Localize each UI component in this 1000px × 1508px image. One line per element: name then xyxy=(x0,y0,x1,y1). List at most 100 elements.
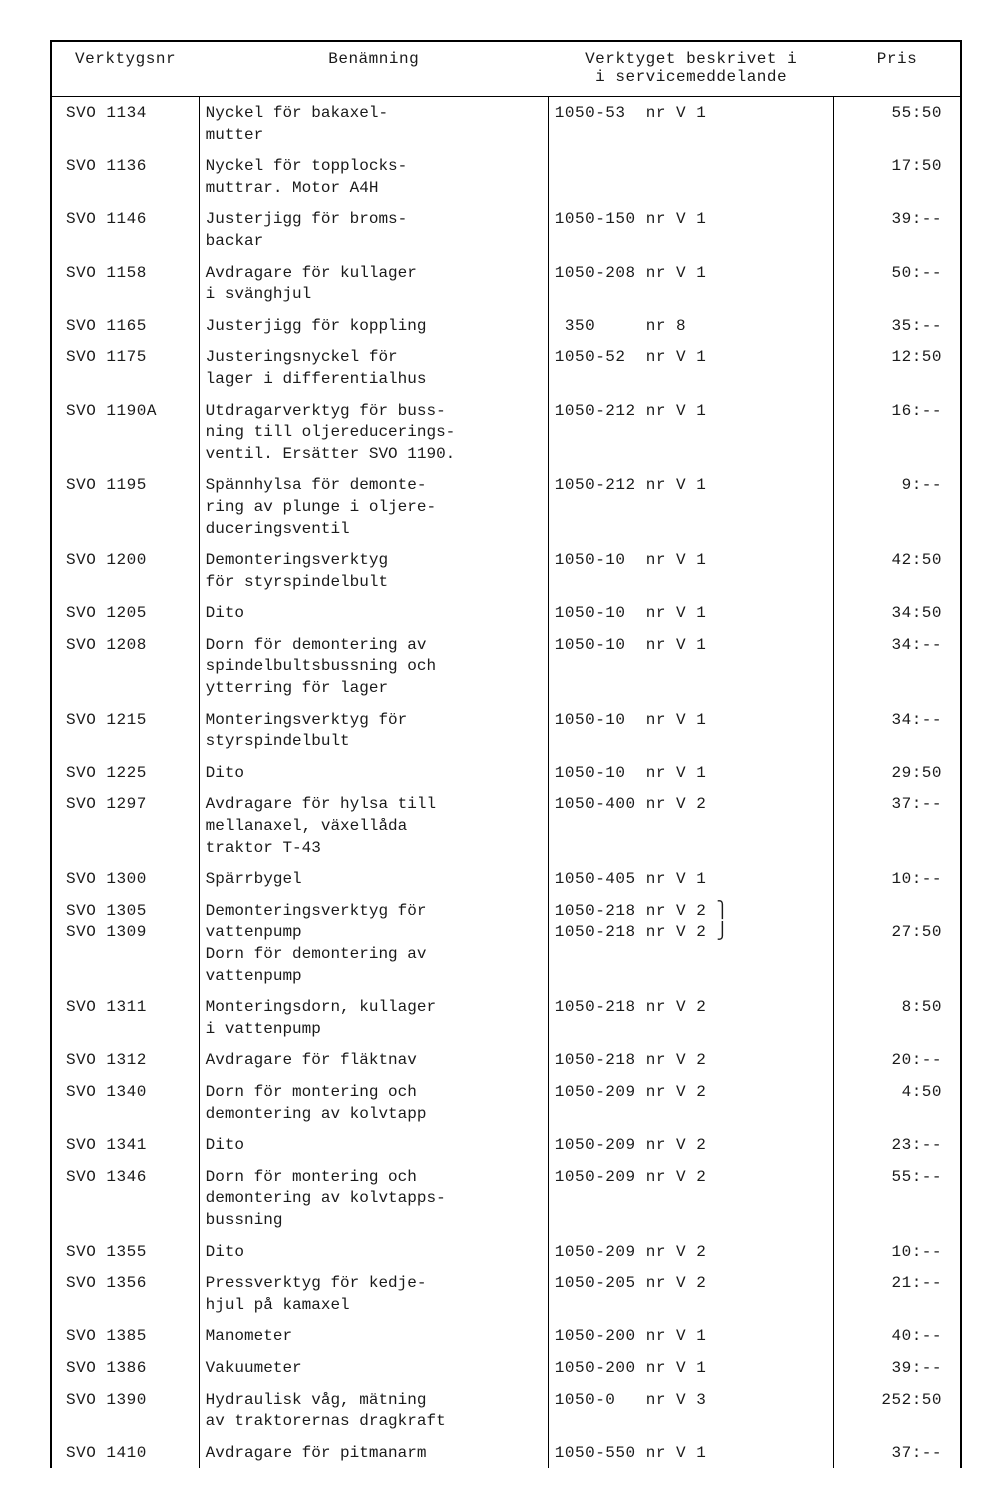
cell-benamning: Vakuumeter xyxy=(199,1352,548,1384)
cell-servicemeddelande: 1050-205 nr V 2 xyxy=(548,1267,834,1320)
cell-benamning: Hydraulisk våg, mätning av traktorernas … xyxy=(199,1384,548,1437)
cell-benamning: Justerjigg för koppling xyxy=(199,310,548,342)
col-header-ref: Verktyget beskrivet i i servicemeddeland… xyxy=(548,41,834,97)
cell-verktygsnr: SVO 1390 xyxy=(51,1384,199,1437)
table-row: SVO 1312Avdragare för fläktnav1050-218 n… xyxy=(51,1044,961,1076)
cell-servicemeddelande: 1050-208 nr V 1 xyxy=(548,257,834,310)
cell-verktygsnr: SVO 1146 xyxy=(51,203,199,256)
cell-pris: 12:50 xyxy=(834,341,961,394)
table-row: SVO 1305 SVO 1309Demonteringsverktyg för… xyxy=(51,895,961,991)
cell-benamning: Dorn för montering och demontering av ko… xyxy=(199,1161,548,1236)
cell-benamning: Pressverktyg för kedje- hjul på kamaxel xyxy=(199,1267,548,1320)
tool-price-table: Verktygsnr Benämning Verktyget beskrivet… xyxy=(50,40,962,1468)
cell-servicemeddelande: 1050-405 nr V 1 xyxy=(548,863,834,895)
cell-servicemeddelande: 1050-218 nr V 2 xyxy=(548,1044,834,1076)
cell-pris: 23:-- xyxy=(834,1129,961,1161)
cell-benamning: Manometer xyxy=(199,1320,548,1352)
cell-verktygsnr: SVO 1165 xyxy=(51,310,199,342)
table-row: SVO 1410Avdragare för pitmanarm1050-550 … xyxy=(51,1437,961,1469)
cell-benamning: Avdragare för fläktnav xyxy=(199,1044,548,1076)
cell-benamning: Dito xyxy=(199,597,548,629)
table-row: SVO 1175Justeringsnyckel för lager i dif… xyxy=(51,341,961,394)
cell-pris: 55:-- xyxy=(834,1161,961,1236)
cell-verktygsnr: SVO 1340 xyxy=(51,1076,199,1129)
cell-verktygsnr: SVO 1158 xyxy=(51,257,199,310)
cell-servicemeddelande: 1050-218 nr V 2 xyxy=(548,991,834,1044)
cell-servicemeddelande: 1050-0 nr V 3 xyxy=(548,1384,834,1437)
cell-pris: 42:50 xyxy=(834,544,961,597)
cell-verktygsnr: SVO 1356 xyxy=(51,1267,199,1320)
cell-verktygsnr: SVO 1311 xyxy=(51,991,199,1044)
table-row: SVO 1136Nyckel för topplocks- muttrar. M… xyxy=(51,150,961,203)
cell-servicemeddelande: 1050-209 nr V 2 xyxy=(548,1129,834,1161)
cell-servicemeddelande: 1050-10 nr V 1 xyxy=(548,704,834,757)
cell-benamning: Dito xyxy=(199,1236,548,1268)
cell-verktygsnr: SVO 1341 xyxy=(51,1129,199,1161)
cell-verktygsnr: SVO 1346 xyxy=(51,1161,199,1236)
cell-servicemeddelande: 1050-550 nr V 1 xyxy=(548,1437,834,1469)
cell-verktygsnr: SVO 1134 xyxy=(51,97,199,151)
cell-pris: 8:50 xyxy=(834,991,961,1044)
table-row: SVO 1297Avdragare för hylsa till mellana… xyxy=(51,788,961,863)
cell-verktygsnr: SVO 1386 xyxy=(51,1352,199,1384)
cell-verktygsnr: SVO 1215 xyxy=(51,704,199,757)
cell-verktygsnr: SVO 1300 xyxy=(51,863,199,895)
col-header-nr: Verktygsnr xyxy=(51,41,199,97)
cell-pris: 34:-- xyxy=(834,704,961,757)
table-row: SVO 1195Spännhylsa för demonte- ring av … xyxy=(51,469,961,544)
col-header-pris: Pris xyxy=(834,41,961,97)
cell-servicemeddelande: 1050-218 nr V 2 ⎫ 1050-218 nr V 2 ⎭ xyxy=(548,895,834,991)
cell-verktygsnr: SVO 1312 xyxy=(51,1044,199,1076)
table-row: SVO 1311Monteringsdorn, kullager i vatte… xyxy=(51,991,961,1044)
table-row: SVO 1134Nyckel för bakaxel- mutter1050-5… xyxy=(51,97,961,151)
cell-pris: 10:-- xyxy=(834,863,961,895)
cell-pris: 10:-- xyxy=(834,1236,961,1268)
cell-benamning: Avdragare för kullager i svänghjul xyxy=(199,257,548,310)
cell-benamning: Dito xyxy=(199,757,548,789)
cell-benamning: Spännhylsa för demonte- ring av plunge i… xyxy=(199,469,548,544)
cell-verktygsnr: SVO 1195 xyxy=(51,469,199,544)
cell-verktygsnr: SVO 1190A xyxy=(51,395,199,470)
cell-benamning: Dorn för montering och demontering av ko… xyxy=(199,1076,548,1129)
cell-pris: 37:-- xyxy=(834,788,961,863)
cell-benamning: Nyckel för topplocks- muttrar. Motor A4H xyxy=(199,150,548,203)
cell-servicemeddelande: 1050-400 nr V 2 xyxy=(548,788,834,863)
table-row: SVO 1346Dorn för montering och demonteri… xyxy=(51,1161,961,1236)
cell-servicemeddelande: 1050-53 nr V 1 xyxy=(548,97,834,151)
cell-benamning: Nyckel för bakaxel- mutter xyxy=(199,97,548,151)
cell-benamning: Demonteringsverktyg för vattenpump Dorn … xyxy=(199,895,548,991)
cell-benamning: Justerjigg för broms- backar xyxy=(199,203,548,256)
cell-benamning: Avdragare för pitmanarm xyxy=(199,1437,548,1469)
cell-pris: 34:50 xyxy=(834,597,961,629)
cell-benamning: Dorn för demontering av spindelbultsbuss… xyxy=(199,629,548,704)
table-row: SVO 1200Demonteringsverktyg för styrspin… xyxy=(51,544,961,597)
cell-pris: 34:-- xyxy=(834,629,961,704)
cell-pris: 35:-- xyxy=(834,310,961,342)
cell-benamning: Avdragare för hylsa till mellanaxel, väx… xyxy=(199,788,548,863)
cell-pris: 40:-- xyxy=(834,1320,961,1352)
cell-pris: 39:-- xyxy=(834,203,961,256)
cell-servicemeddelande: 1050-10 nr V 1 xyxy=(548,597,834,629)
table-row: SVO 1146Justerjigg för broms- backar1050… xyxy=(51,203,961,256)
cell-verktygsnr: SVO 1297 xyxy=(51,788,199,863)
cell-servicemeddelande: 1050-10 nr V 1 xyxy=(548,629,834,704)
cell-servicemeddelande: 1050-209 nr V 2 xyxy=(548,1076,834,1129)
table-row: SVO 1215Monteringsverktyg för styrspinde… xyxy=(51,704,961,757)
cell-servicemeddelande: 1050-200 nr V 1 xyxy=(548,1352,834,1384)
cell-pris: 9:-- xyxy=(834,469,961,544)
table-row: SVO 1390Hydraulisk våg, mätning av trakt… xyxy=(51,1384,961,1437)
cell-verktygsnr: SVO 1305 SVO 1309 xyxy=(51,895,199,991)
cell-servicemeddelande: 1050-52 nr V 1 xyxy=(548,341,834,394)
cell-servicemeddelande: 1050-212 nr V 1 xyxy=(548,395,834,470)
cell-servicemeddelande: 1050-209 nr V 2 xyxy=(548,1236,834,1268)
cell-verktygsnr: SVO 1136 xyxy=(51,150,199,203)
cell-servicemeddelande: 1050-150 nr V 1 xyxy=(548,203,834,256)
cell-pris: 37:-- xyxy=(834,1437,961,1469)
cell-pris: 21:-- xyxy=(834,1267,961,1320)
cell-pris: 27:50 xyxy=(834,895,961,991)
table-header-row: Verktygsnr Benämning Verktyget beskrivet… xyxy=(51,41,961,97)
cell-servicemeddelande: 1050-200 nr V 1 xyxy=(548,1320,834,1352)
table-row: SVO 1340Dorn för montering och demonteri… xyxy=(51,1076,961,1129)
cell-pris: 17:50 xyxy=(834,150,961,203)
cell-benamning: Utdragarverktyg för buss- ning till olje… xyxy=(199,395,548,470)
